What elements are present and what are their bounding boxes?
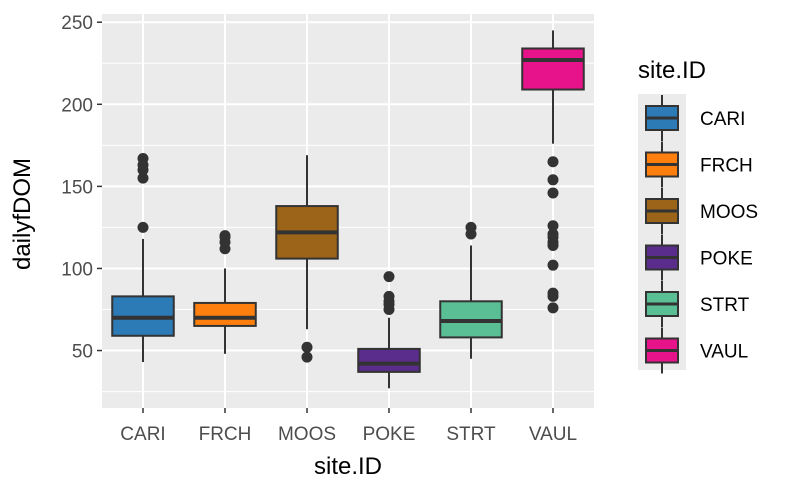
boxes (111, 30, 585, 389)
legend-label: MOOS (700, 202, 758, 223)
outlier-point (547, 156, 559, 168)
box-vaul (521, 30, 585, 314)
legend-label: POKE (700, 249, 753, 270)
legend-item-cari: CARI (645, 95, 745, 141)
x-tick-label: CARI (120, 424, 165, 445)
outlier-point (547, 259, 559, 271)
y-axis-title: dailyfDOM (9, 158, 36, 270)
panel-background (102, 14, 594, 408)
x-tick-label: VAUL (529, 424, 577, 445)
box-body (521, 47, 585, 91)
outlier-point (137, 172, 149, 184)
plot-panel (102, 14, 594, 408)
legend-title: site.ID (638, 57, 706, 84)
box-strt (439, 221, 503, 359)
outlier-point (219, 230, 231, 242)
outlier-point (383, 290, 395, 302)
x-tick-label: MOOS (278, 424, 336, 445)
x-tick-label: FRCH (199, 424, 252, 445)
y-axis: 50 100 150 200 250 (61, 13, 102, 363)
outlier-point (547, 174, 559, 186)
legend-label: CARI (700, 109, 745, 130)
legend: site.ID CARI FRCH MOOS POKE STRT VAUL (638, 57, 758, 374)
box-moos (275, 155, 339, 363)
y-tick-label: 200 (61, 95, 93, 116)
outlier-point (301, 341, 313, 353)
legend-item-frch: FRCH (645, 141, 753, 188)
legend-label: VAUL (700, 342, 748, 363)
legend-item-vaul: VAUL (645, 327, 748, 374)
y-tick-label: 50 (72, 342, 93, 363)
outlier-point (137, 221, 149, 233)
box-body (193, 301, 257, 327)
outlier-point (301, 351, 313, 363)
outlier-point (383, 271, 395, 283)
outlier-point (137, 152, 149, 164)
box-frch (193, 230, 257, 354)
legend-label: FRCH (700, 156, 753, 177)
legend-item-poke: POKE (645, 234, 753, 281)
y-tick-label: 250 (61, 13, 93, 34)
outlier-point (547, 187, 559, 199)
legend-item-moos: MOOS (645, 188, 758, 234)
y-tick-label: 150 (61, 177, 93, 198)
y-tick-label: 100 (61, 259, 93, 280)
outlier-point (547, 228, 559, 240)
outlier-point (547, 220, 559, 232)
box-cari (111, 152, 175, 363)
outlier-point (547, 287, 559, 299)
x-axis-title: site.ID (314, 453, 382, 480)
box-poke (357, 271, 421, 389)
outlier-point (465, 221, 477, 233)
x-tick-label: POKE (363, 424, 416, 445)
legend-item-strt: STRT (645, 281, 750, 327)
x-tick-label: STRT (446, 424, 496, 445)
x-axis: CARI FRCH MOOS POKE STRT VAUL (120, 408, 577, 445)
legend-label: STRT (700, 295, 750, 316)
outlier-point (547, 302, 559, 314)
box-body (357, 347, 421, 373)
